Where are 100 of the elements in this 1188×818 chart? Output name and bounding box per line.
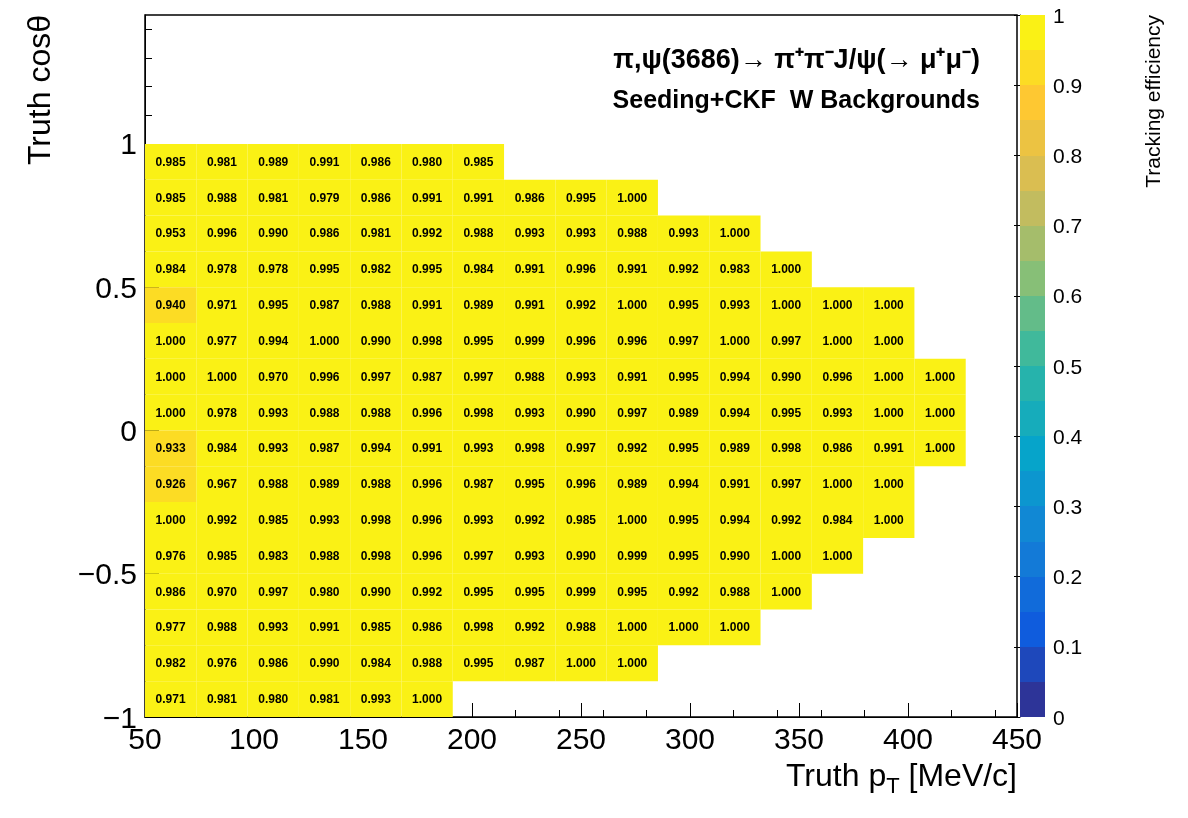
data-label: 0.988: [360, 298, 392, 313]
x-tick-label: 250: [555, 721, 607, 755]
data-label: 0.993: [719, 298, 751, 313]
data-label: 0.998: [360, 548, 392, 563]
data-label: 0.983: [258, 548, 289, 563]
data-label: 0.991: [514, 298, 546, 313]
data-label: 0.993: [463, 513, 494, 528]
data-label: 1.000: [771, 548, 802, 563]
data-label: 0.995: [668, 298, 699, 313]
data-label: 1.000: [309, 333, 340, 348]
data-label: 1.000: [925, 441, 956, 456]
data-label: 0.998: [463, 620, 494, 635]
data-label: 0.999: [565, 584, 597, 599]
data-label: 0.986: [258, 656, 289, 671]
data-label: 0.985: [155, 190, 186, 205]
data-label: 0.992: [514, 513, 546, 528]
data-label: 0.993: [258, 620, 289, 635]
data-label: 0.990: [771, 369, 802, 384]
data-label: 0.994: [719, 369, 751, 384]
data-label: 0.995: [668, 548, 699, 563]
data-label: 1.000: [925, 369, 956, 384]
data-label: 1.000: [822, 548, 853, 563]
data-label: 0.996: [565, 262, 597, 277]
data-label: 0.991: [514, 262, 546, 277]
data-label: 0.986: [155, 584, 186, 599]
data-label: 0.995: [514, 584, 546, 599]
data-label: 1.000: [873, 333, 905, 348]
color-bar-label: 0.1: [1053, 635, 1083, 659]
data-label: 0.983: [719, 262, 751, 277]
data-label: 0.995: [668, 369, 699, 384]
data-label: 1.000: [412, 692, 443, 707]
color-bar-label: 0.5: [1053, 354, 1083, 378]
data-label: 0.988: [258, 477, 289, 492]
data-label: 0.971: [155, 692, 186, 707]
data-label: 1.000: [771, 584, 802, 599]
x-tick-label: 300: [664, 721, 716, 755]
data-label: 0.993: [822, 405, 853, 420]
color-bar-label: 0.7: [1053, 214, 1083, 238]
data-label: 0.991: [719, 477, 751, 492]
data-label: 0.996: [565, 477, 597, 492]
data-label: 0.978: [206, 262, 238, 277]
data-label: 1.000: [155, 405, 186, 420]
data-label: 0.981: [309, 692, 340, 707]
data-label: 0.997: [617, 405, 648, 420]
data-label: 0.991: [617, 369, 648, 384]
data-label: 0.997: [565, 441, 597, 456]
data-label: 0.996: [412, 405, 443, 420]
data-label: 0.991: [463, 190, 494, 205]
data-label: 1.000: [873, 513, 905, 528]
data-label: 0.994: [360, 441, 392, 456]
data-label: 0.994: [258, 333, 289, 348]
data-label: 0.992: [206, 513, 238, 528]
data-label: 1.000: [719, 620, 751, 635]
data-label: 0.995: [412, 262, 443, 277]
data-label: 1.000: [155, 369, 186, 384]
data-label: 0.988: [463, 226, 494, 241]
data-label: 0.980: [412, 154, 443, 169]
color-bar-label: 0.2: [1053, 565, 1083, 589]
data-label: 0.984: [463, 262, 494, 277]
y-tick-label: 0: [120, 413, 137, 447]
y-tick-label: 1: [120, 127, 137, 161]
data-label: 0.992: [668, 584, 699, 599]
data-label: 0.933: [155, 441, 186, 456]
data-label: 0.994: [719, 513, 751, 528]
data-label: 0.985: [565, 513, 597, 528]
y-tick-label: −0.5: [77, 557, 137, 591]
data-label: 1.000: [771, 262, 802, 277]
data-label: 0.984: [206, 441, 238, 456]
data-label: 0.996: [822, 369, 853, 384]
data-label: 0.996: [412, 513, 443, 528]
x-tick-label: 450: [991, 721, 1043, 755]
data-label: 0.992: [412, 226, 443, 241]
data-label: 0.989: [719, 441, 751, 456]
data-label: 0.995: [463, 584, 494, 599]
data-label: 0.989: [668, 405, 699, 420]
data-label: 0.993: [565, 369, 597, 384]
data-label: 0.993: [514, 226, 546, 241]
data-label: 0.992: [514, 620, 546, 635]
data-label: 0.988: [719, 584, 751, 599]
data-label: 1.000: [206, 369, 238, 384]
data-label: 0.980: [309, 584, 340, 599]
data-label: 0.992: [617, 441, 648, 456]
x-tick-label: 200: [446, 721, 498, 755]
data-label: 0.995: [463, 656, 494, 671]
x-axis-title: Truth p$_{T}$ [MeV/c]: [786, 757, 1017, 799]
data-label: 0.988: [360, 477, 392, 492]
data-label: 0.971: [206, 298, 238, 313]
data-label: 1.000: [565, 656, 597, 671]
data-label: 0.995: [258, 298, 289, 313]
data-label: 0.995: [514, 477, 546, 492]
data-label: 0.992: [771, 513, 802, 528]
data-label: 0.984: [822, 513, 853, 528]
data-label: 0.998: [514, 441, 546, 456]
data-label: 0.991: [412, 441, 443, 456]
x-tick-label: 350: [773, 721, 825, 755]
data-label: 0.985: [360, 620, 392, 635]
data-label: 0.993: [565, 226, 597, 241]
data-label: 0.988: [412, 656, 443, 671]
data-label: 0.988: [206, 190, 238, 205]
data-label: 0.967: [206, 477, 238, 492]
